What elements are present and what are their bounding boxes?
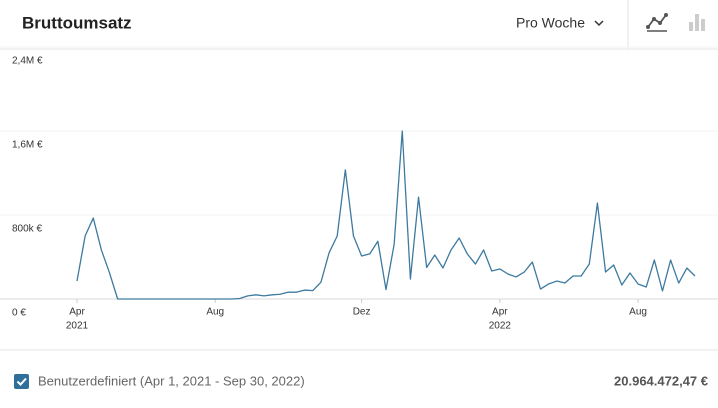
checkmark (16, 377, 27, 386)
chevron-icon (594, 20, 604, 27)
line-icon (647, 14, 667, 28)
y-tick-label: 2,4M € (12, 56, 43, 67)
line-chart-toggle[interactable] (646, 13, 668, 32)
plot-area: 0 € 800k € 1,6M € 2,4M € Apr 2021 Aug Dez Apr 202… (0, 46, 718, 332)
x-tick-label: Apr (69, 307, 85, 318)
x-year-label: 2022 (489, 321, 512, 332)
line-icon-dot (664, 13, 668, 17)
bar-chart-toggle[interactable] (689, 14, 705, 31)
range-checkbox[interactable] (14, 374, 29, 389)
y-tick-label: 0 € (12, 308, 26, 319)
bar-icon (695, 14, 699, 31)
range-label: Benutzerdefiniert (Apr 1, 2021 - Sep 30,… (38, 373, 305, 388)
x-tick-label: Aug (629, 307, 647, 318)
x-tick-label: Apr (492, 307, 508, 318)
widget-title: Bruttoumsatz (22, 13, 132, 32)
x-year-label: 2021 (66, 321, 89, 332)
line-icon-dot (652, 17, 656, 21)
y-tick-label: 1,6M € (12, 140, 43, 151)
period-label: Pro Woche (516, 15, 585, 31)
line-icon-dot (658, 21, 662, 25)
bar-icon (701, 19, 705, 31)
bar-icon (689, 22, 693, 31)
line-icon-dot (646, 25, 650, 29)
x-tick-label: Dez (353, 307, 371, 318)
y-tick-label: 800k € (12, 224, 42, 235)
x-tick-label: Aug (206, 307, 224, 318)
period-dropdown[interactable]: Pro Woche (516, 15, 604, 31)
revenue-line (76, 130, 696, 300)
total-value: 20.964.472,47 € (614, 373, 708, 388)
checkbox-box (14, 374, 29, 389)
